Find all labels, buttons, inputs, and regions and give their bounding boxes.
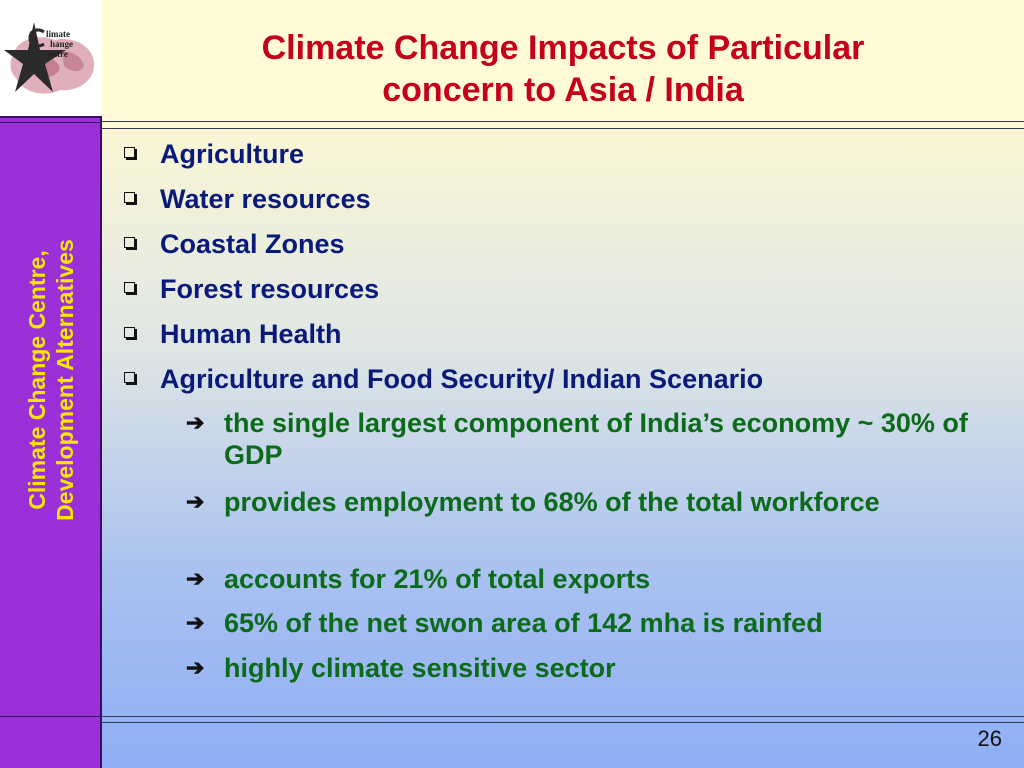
checkbox-bullet-icon [124, 237, 135, 249]
sidebar: limate hange entre Climate Change Centre… [0, 0, 102, 768]
sub-bullet-item: ➔ the single largest component of India’s… [186, 407, 1022, 471]
bullet-text: Forest resources [160, 274, 380, 304]
bullet-item: Human Health [124, 318, 342, 350]
arrow-right-icon: ➔ [186, 655, 205, 680]
arrow-right-icon: ➔ [186, 410, 205, 435]
title-divider-top [102, 121, 1024, 122]
page-number: 26 [977, 726, 1002, 751]
bullet-item: Coastal Zones [124, 228, 345, 260]
logo-text-line-2: hange [50, 39, 73, 49]
sidebar-vertical-text: Climate Change Centre, Development Alter… [23, 239, 79, 521]
sidebar-text-line-1: Climate Change Centre, [24, 250, 50, 510]
checkbox-bullet-icon [124, 147, 135, 159]
checkbox-bullet-icon [124, 372, 135, 384]
star-globe-logo-icon: limate hange entre [4, 22, 95, 94]
slide-title: Climate Change Impacts of Particular con… [102, 27, 1024, 111]
logo: limate hange entre [0, 0, 102, 118]
bullet-item: Agriculture and Food Security/ Indian Sc… [124, 363, 763, 395]
bullet-text: Human Health [160, 319, 342, 349]
arrow-right-icon: ➔ [186, 566, 205, 591]
bullet-text: Agriculture [160, 139, 305, 169]
logo-text-line-1: limate [46, 29, 70, 39]
bullet-text: Coastal Zones [160, 229, 345, 259]
bullet-item: Forest resources [124, 273, 379, 305]
sidebar-divider [0, 716, 102, 717]
checkbox-bullet-icon [124, 192, 135, 204]
checkbox-bullet-icon [124, 327, 135, 339]
bullet-item: Water resources [124, 183, 371, 215]
title-divider-bottom [102, 128, 1024, 129]
sub-bullet-text: accounts for 21% of total exports [224, 564, 651, 594]
footer-divider-top [102, 716, 1024, 717]
slide-panel: Climate Change Impacts of Particular con… [102, 0, 1024, 768]
slide-title-line-2: concern to Asia / India [382, 71, 744, 109]
bullet-text: Agriculture and Food Security/ Indian Sc… [160, 364, 764, 394]
sub-bullet-item: ➔ 65% of the net swon area of 142 mha is … [186, 607, 1022, 639]
sidebar-divider [0, 122, 102, 123]
sub-bullet-item: ➔ provides employment to 68% of the total… [186, 486, 1022, 518]
sub-bullet-text: provides employment to 68% of the total … [224, 487, 880, 517]
slide-title-line-1: Climate Change Impacts of Particular [261, 29, 865, 67]
sub-bullet-item: ➔ accounts for 21% of total exports [186, 563, 1022, 595]
sub-bullet-item: ➔ highly climate sensitive sector [186, 652, 1022, 684]
sub-bullet-text: the single largest component of India’s … [224, 408, 968, 470]
sub-bullet-text: 65% of the net swon area of 142 mha is r… [224, 608, 823, 638]
title-band [102, 0, 1024, 128]
footer-divider-bottom [102, 722, 1024, 723]
sub-bullet-text: highly climate sensitive sector [224, 653, 616, 683]
bullet-list: Agriculture Water resources Coastal Zone… [102, 0, 1024, 768]
logo-text-line-3: entre [48, 49, 68, 59]
checkbox-bullet-icon [124, 282, 135, 294]
arrow-right-icon: ➔ [186, 489, 205, 514]
bullet-item: Agriculture [124, 138, 304, 170]
sidebar-text-line-2: Development Alternatives [52, 239, 78, 521]
bullet-text: Water resources [160, 184, 371, 214]
arrow-right-icon: ➔ [186, 610, 205, 635]
